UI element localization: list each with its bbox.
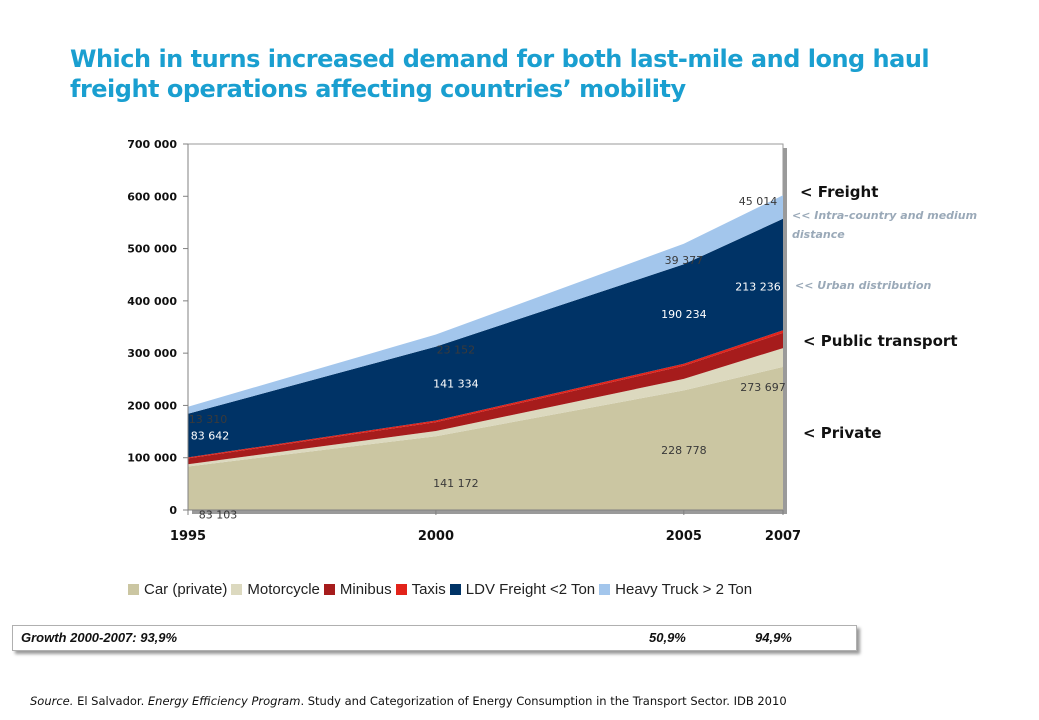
data-label: 23 152 (437, 344, 476, 357)
data-label: 273 697 (740, 381, 786, 394)
source-program: Energy Efficiency Program (147, 694, 301, 708)
legend-swatch (323, 583, 335, 595)
title-line-1: Which in turns increased demand for both… (70, 45, 930, 73)
y-tick-label: 200 000 (127, 399, 177, 412)
data-label: 141 172 (433, 477, 479, 490)
data-label: 13 310 (189, 413, 228, 426)
data-label: 45 014 (739, 195, 778, 208)
legend-item: Heavy Truck > 2 Ton (599, 581, 752, 598)
area-minibus (188, 332, 783, 465)
area-ldv-freight-2-ton (188, 218, 783, 458)
legend-label: Car (private) (144, 580, 228, 598)
x-tick-label: 2000 (418, 529, 454, 544)
data-label: 228 778 (661, 444, 707, 457)
title-line-2: freight operations affecting countries’ … (70, 75, 686, 103)
legend-swatch (395, 583, 407, 595)
legend-swatch (599, 583, 611, 595)
annotation-freight: < Freight (800, 183, 879, 201)
y-tick-label: 700 000 (127, 138, 177, 151)
y-tick-label: 600 000 (127, 190, 177, 203)
legend-item: Motorcycle (231, 581, 320, 598)
legend-label: Motorcycle (247, 580, 320, 598)
growth-label: Growth 2000-2007: 93,9% (21, 630, 178, 645)
legend-label: Heavy Truck > 2 Ton (615, 580, 753, 598)
source-prefix: Source. (30, 694, 74, 708)
x-tick-label: 2007 (765, 529, 801, 544)
growth-value-2: 50,9% (649, 630, 686, 645)
y-tick-label: 100 000 (127, 452, 177, 465)
legend-item: Minibus (323, 580, 392, 598)
source-rest: . Study and Categorization of Energy Con… (300, 694, 787, 708)
annotation-urban: << Urban distribution (795, 279, 932, 292)
legend-item: Taxis (395, 580, 446, 598)
legend-label: LDV Freight <2 Ton (465, 580, 596, 598)
source-note: Source. El Salvador. Energy Efficiency P… (30, 694, 787, 708)
data-label: 190 234 (661, 308, 707, 321)
data-label: 213 236 (735, 281, 781, 294)
y-tick-label: 400 000 (127, 295, 177, 308)
chart-legend: Car (private) Motorcycle Minibus Taxis LDV F… (128, 578, 756, 600)
stacked-area-chart: 0 100 000 200 000 300 000 400 000 500 000 600 … (127, 138, 801, 544)
y-tick-label: 500 000 (127, 243, 177, 256)
data-label: 83 642 (191, 430, 230, 443)
legend-label: Minibus (339, 580, 392, 598)
y-tick-label: 0 (169, 504, 177, 517)
y-tick-label: 300 000 (127, 347, 177, 360)
growth-value-3: 94,9% (755, 630, 792, 645)
legend-item: LDV Freight <2 Ton (449, 580, 596, 598)
legend-swatch (231, 583, 243, 595)
legend-item: Car (private) (128, 581, 227, 598)
growth-box: Growth 2000-2007: 93,9% 50,9% 94,9% (12, 625, 857, 651)
annotation-public-transport: < Public transport (803, 332, 958, 350)
annotation-private: < Private (803, 424, 882, 442)
data-label: 83 103 (199, 508, 238, 521)
annotation-intra-country: << Intra-country and medium (792, 209, 978, 222)
x-tick-label: 1995 (170, 529, 206, 544)
page-title: Which in turns increased demand for both… (70, 44, 970, 104)
data-label: 141 334 (433, 378, 479, 391)
data-label: 39 377 (665, 254, 704, 267)
area-heavy-truck-2-ton (188, 195, 783, 414)
area-car-private (188, 366, 783, 510)
legend-label: Taxis (411, 580, 446, 598)
legend-swatch (128, 583, 139, 595)
source-org: El Salvador. (77, 694, 145, 708)
legend-swatch (449, 583, 461, 595)
annotation-intra-country-2: distance (792, 228, 845, 241)
x-tick-label: 2005 (666, 529, 702, 544)
